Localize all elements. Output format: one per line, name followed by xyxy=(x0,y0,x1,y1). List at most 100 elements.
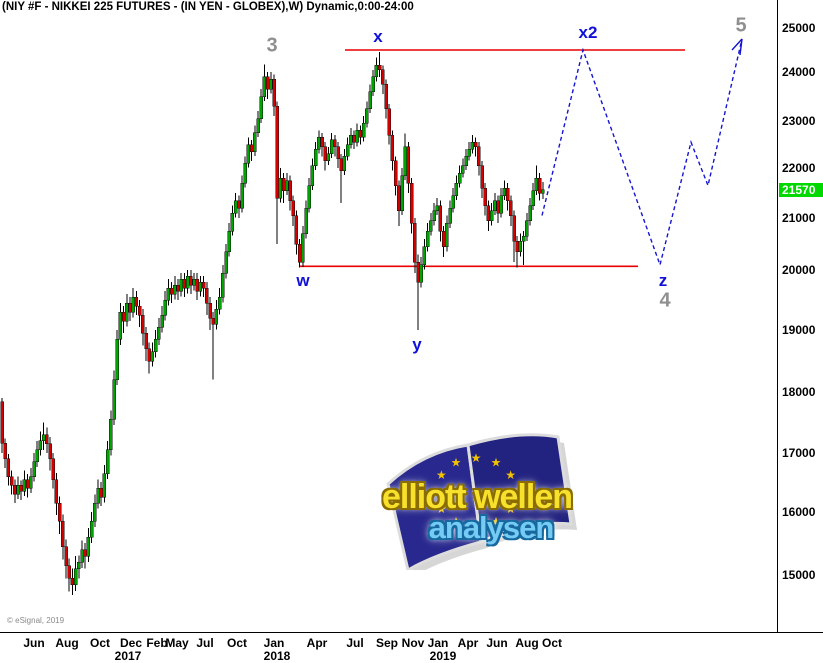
candle-down xyxy=(384,84,388,109)
eu-star: ★ xyxy=(491,456,502,470)
candle-up xyxy=(467,148,471,157)
price-tick-22000: 22000 xyxy=(782,161,816,175)
wave-label-x[interactable]: x xyxy=(373,27,383,46)
month-tick: Dec xyxy=(119,636,143,650)
candle-down xyxy=(406,146,411,184)
candle-up xyxy=(227,230,231,253)
candle-down xyxy=(249,144,254,152)
month-tick: Sep xyxy=(375,636,399,650)
month-tick: Aug xyxy=(515,636,539,650)
candle-up xyxy=(342,156,347,171)
candle-up xyxy=(80,549,84,563)
price-tick-15000: 15000 xyxy=(782,568,816,582)
eu-star: ★ xyxy=(471,451,482,465)
month-tick: Oct xyxy=(226,636,248,650)
candle-down xyxy=(25,479,30,489)
candles-layer xyxy=(0,52,545,595)
candle-up xyxy=(262,76,267,97)
candle-up xyxy=(329,139,334,155)
candle-up xyxy=(160,314,164,328)
time-axis[interactable]: Jun Aug Oct Dec Feb May Jul Oct Jan Apr Jul Sep Nov J… xyxy=(0,632,823,663)
wave-label-z[interactable]: z xyxy=(658,271,668,290)
candle-down xyxy=(413,222,417,263)
month-tick: Jan xyxy=(263,636,285,650)
candle-down xyxy=(121,311,126,322)
candle-up xyxy=(22,479,27,492)
eu-flag-graphic: ★ ★★★★★★★★★★★ xyxy=(386,433,577,570)
candle-down xyxy=(265,76,270,90)
candle-up xyxy=(131,296,135,313)
support-resistance-lines xyxy=(300,49,685,268)
candle-up xyxy=(445,222,449,247)
last-price-badge: 21570 xyxy=(779,182,823,197)
candle-up xyxy=(489,210,494,221)
copyright-note: © eSignal, 2019 xyxy=(7,616,65,625)
wave-label-y[interactable]: y xyxy=(412,335,422,354)
candle-up xyxy=(163,299,167,316)
candle-down xyxy=(189,275,193,286)
candle-down xyxy=(272,79,276,107)
candle-down xyxy=(377,65,382,71)
candle-down xyxy=(409,182,414,224)
candle-up xyxy=(451,195,455,209)
candle-up xyxy=(259,96,263,119)
candle-down xyxy=(147,348,151,362)
eu-star: ★ xyxy=(505,502,516,516)
candle-down xyxy=(141,314,145,334)
candle-up xyxy=(253,132,257,152)
month-tick: Jan xyxy=(427,636,449,650)
projection-polyline[interactable] xyxy=(541,38,743,268)
candle-up xyxy=(125,302,129,322)
candle-up xyxy=(93,502,97,522)
eu-star: ★ xyxy=(431,485,442,499)
candle-down xyxy=(352,134,356,143)
candle-down xyxy=(3,442,7,460)
elliottwellen-watermark: ★ ★ ★ ★ ★ ★ ★ ★ ★ ★ ★ ★ elliott wellen analysen xyxy=(368,424,586,570)
candle-down xyxy=(0,401,4,444)
wave-label-4[interactable]: 4 xyxy=(659,289,671,312)
month-tick: Oct xyxy=(541,636,563,650)
year-label: 2018 xyxy=(263,649,291,663)
candle-up xyxy=(73,568,78,586)
candle-down xyxy=(201,281,206,289)
candle-down xyxy=(387,108,391,136)
candle-up xyxy=(301,233,305,263)
candle-up xyxy=(192,278,196,286)
candle-up xyxy=(269,79,273,90)
month-tick: Apr xyxy=(306,636,328,650)
price-tick-19000: 19000 xyxy=(782,323,816,337)
candle-up xyxy=(157,326,161,340)
candle-up xyxy=(374,65,379,78)
wave-label-3[interactable]: 3 xyxy=(266,34,278,57)
candle-down xyxy=(509,200,513,216)
candle-up xyxy=(118,311,123,340)
price-axis[interactable]: 25000 24000 23000 22000 21000 20000 19000 18000… xyxy=(777,0,823,633)
wave-label-w[interactable]: w xyxy=(296,271,310,290)
candle-up xyxy=(41,434,46,442)
month-tick: Jul xyxy=(196,636,214,650)
candle-up xyxy=(349,134,353,145)
candle-up xyxy=(531,190,535,206)
candle-up xyxy=(105,449,110,474)
candle-up xyxy=(457,172,462,184)
candle-down xyxy=(176,284,180,292)
candle-up xyxy=(499,195,503,214)
month-tick: Jun xyxy=(23,636,45,650)
candle-up xyxy=(221,272,225,298)
price-tick-18000: 18000 xyxy=(782,385,816,399)
candle-up xyxy=(35,449,39,463)
wave-label-x2[interactable]: x2 xyxy=(578,23,598,42)
candle-up xyxy=(153,339,158,352)
eu-stars: ★ ★★★★★★★★★★★ xyxy=(431,451,522,533)
candle-down xyxy=(48,443,52,460)
candle-down xyxy=(205,287,209,304)
candle-up xyxy=(89,521,94,538)
candle-down xyxy=(515,241,519,253)
wave-label-5[interactable]: 5 xyxy=(735,14,747,37)
candle-down xyxy=(438,205,443,232)
candle-down xyxy=(6,458,11,477)
eu-star: ★ xyxy=(436,502,447,516)
year-label: 2017 xyxy=(114,649,142,663)
price-tick-20000: 20000 xyxy=(782,263,816,277)
